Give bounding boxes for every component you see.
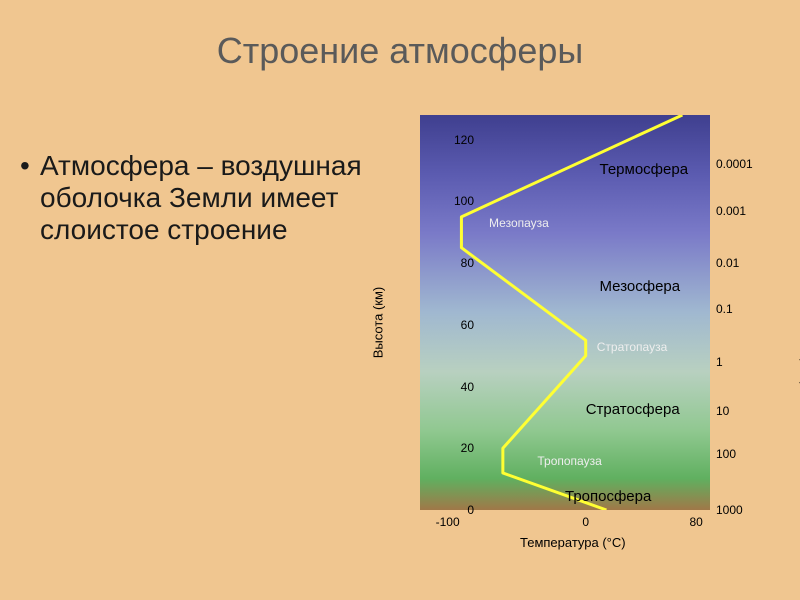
r-tick: 10 bbox=[716, 404, 729, 418]
r-tick: 0.001 bbox=[716, 204, 746, 218]
layer-label: Стратопауза bbox=[597, 340, 668, 354]
r-tick: 0.0001 bbox=[716, 157, 753, 171]
y-tick: 100 bbox=[454, 194, 474, 208]
layer-label: Мезосфера bbox=[600, 278, 681, 295]
x-tick: 0 bbox=[582, 515, 589, 529]
r-tick: 1 bbox=[716, 355, 723, 369]
y-tick: 120 bbox=[454, 133, 474, 147]
page-title: Строение атмосферы bbox=[0, 0, 800, 72]
y-tick: 0 bbox=[467, 503, 474, 517]
layer-label: Мезопауза bbox=[489, 216, 549, 230]
y-axis-label: Высота (км) bbox=[371, 287, 386, 359]
y-tick: 60 bbox=[461, 318, 474, 332]
layer-label: Стратосфера bbox=[586, 401, 680, 418]
y-tick: 80 bbox=[461, 256, 474, 270]
r-tick: 100 bbox=[716, 447, 736, 461]
x-tick: -100 bbox=[436, 515, 460, 529]
r-tick: 0.1 bbox=[716, 302, 733, 316]
layer-label: Тропосфера bbox=[565, 488, 651, 505]
r-tick: 0.01 bbox=[716, 256, 739, 270]
atmosphere-chart: Тропосфера Тропопауза Стратосфера Стратопау… bbox=[370, 115, 770, 575]
r-tick: 1000 bbox=[716, 503, 743, 517]
x-tick: 80 bbox=[690, 515, 703, 529]
y-tick: 20 bbox=[461, 441, 474, 455]
layer-label: Тропопауза bbox=[537, 454, 601, 468]
y-tick: 40 bbox=[461, 380, 474, 394]
definition-text: Атмосфера – воздушная оболочка Земли име… bbox=[40, 150, 370, 246]
layer-label: Термосфера bbox=[600, 161, 689, 178]
x-axis-label: Температура (°C) bbox=[520, 535, 626, 550]
